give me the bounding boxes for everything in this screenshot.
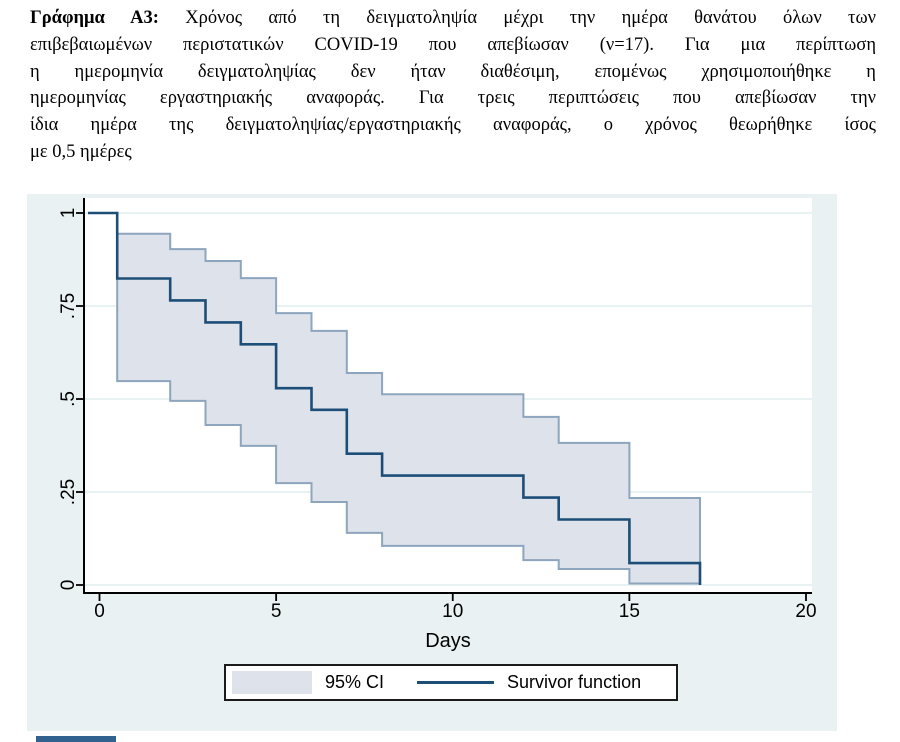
caption-line: Γράφημα Α3: Χρόνος από τη δειγματοληψία …	[30, 5, 876, 32]
km-figure: 0 5 10 15 20 0 .25 .5 .75 1 Days 95% CI Survivor…	[27, 194, 837, 731]
y-tick-label: 0	[58, 579, 79, 591]
y-tick-label: .75	[58, 292, 79, 320]
x-tick-label: 0	[94, 601, 105, 622]
caption-line: η ημερομηνία δειγματοληψίας δεν ήταν δια…	[30, 61, 876, 82]
y-tick-label: .25	[58, 478, 79, 506]
caption-line: ίδια ημέρα της δειγματοληψίας/εργαστηρια…	[30, 115, 876, 136]
chart-legend: 95% CI Survivor function	[224, 664, 678, 701]
x-tick-label: 20	[795, 601, 817, 622]
survivor-legend-label: Survivor function	[507, 672, 642, 692]
x-tick-label: 5	[270, 601, 282, 622]
x-tick-label: 15	[618, 601, 640, 622]
survivor-line-swatch	[417, 681, 495, 684]
ci-band-swatch	[232, 671, 312, 694]
ci-legend-label: 95% CI	[325, 672, 385, 692]
y-tick-label: 1	[58, 207, 79, 219]
clipped-bottom-element	[36, 736, 116, 742]
x-axis-title: Days	[425, 630, 471, 652]
x-tick-label: 10	[442, 601, 464, 622]
caption-text: Χρόνος από τη δειγματοληψία μέχρι την ημ…	[158, 8, 877, 28]
caption-line: με 0,5 ημέρες	[30, 141, 132, 162]
km-chart	[76, 198, 812, 601]
caption-title: Γράφημα Α3:	[30, 8, 159, 28]
y-tick-label: .5	[58, 391, 79, 407]
caption-line: ημερομηνίας εργαστηριακής αναφοράς. Για …	[30, 88, 876, 109]
figure-caption: Γράφημα Α3: Χρόνος από τη δειγματοληψία …	[30, 5, 876, 166]
caption-line: επιβεβαιωμένων περιστατικών COVID-19 που…	[30, 34, 876, 55]
